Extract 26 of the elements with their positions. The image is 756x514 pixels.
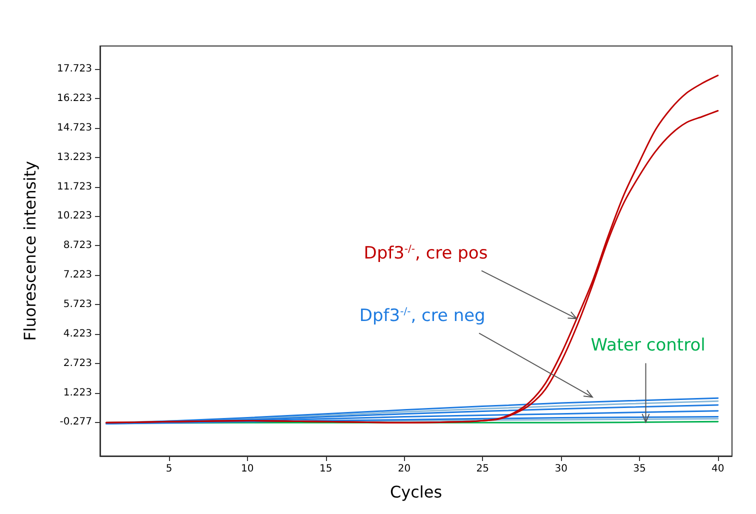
y-tick-label: -0.277 bbox=[60, 416, 92, 428]
y-tick-label: 16.223 bbox=[57, 93, 92, 104]
annotation: Water control bbox=[590, 336, 706, 356]
annotation: Dpf3-/-, cre neg bbox=[359, 306, 486, 326]
x-tick-label: 25 bbox=[476, 464, 490, 474]
x-tick-label: 15 bbox=[319, 464, 332, 474]
x-tick-label: 20 bbox=[398, 464, 411, 474]
y-axis-title: Fluorescence intensity bbox=[20, 161, 40, 341]
x-tick-label: 40 bbox=[712, 464, 724, 474]
x-tick-label: 30 bbox=[554, 464, 568, 474]
y-tick-label: 2.723 bbox=[63, 358, 92, 369]
x-tick-label: 10 bbox=[241, 464, 254, 474]
y-tick-label: 1.223 bbox=[63, 387, 92, 398]
y-tick-label: 17.723 bbox=[57, 64, 92, 75]
x-axis-title: Cycles bbox=[390, 482, 442, 502]
y-tick-label: 14.723 bbox=[57, 122, 92, 134]
y-tick-label: 5.723 bbox=[63, 298, 92, 310]
x-tick-label: 5 bbox=[166, 464, 172, 474]
y-tick-label: 11.723 bbox=[57, 181, 92, 192]
y-tick-label: 8.723 bbox=[63, 240, 92, 252]
y-tick-label: 13.223 bbox=[57, 152, 92, 163]
x-tick-label: 35 bbox=[633, 464, 646, 474]
y-tick-label: 10.223 bbox=[57, 210, 92, 222]
y-tick-label: 7.223 bbox=[63, 270, 92, 281]
annotation: Dpf3-/-, cre pos bbox=[364, 244, 488, 264]
y-tick-label: 4.223 bbox=[63, 328, 92, 340]
